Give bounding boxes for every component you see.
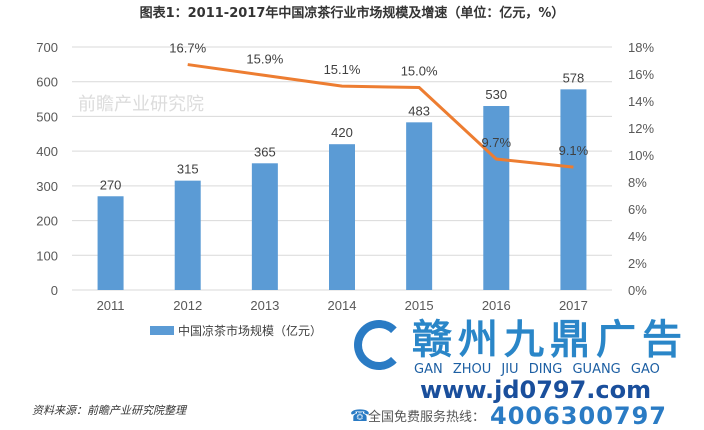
right-tick-label: 4% [628, 229, 647, 244]
right-tick-label: 8% [628, 175, 647, 190]
line-label: 15.0% [401, 64, 438, 79]
ad-phone: 4006300797 [490, 402, 667, 430]
ad-logo-icon [354, 320, 404, 370]
left-tick-label: 400 [36, 144, 58, 159]
ad-name: 赣州九鼎广告 [412, 317, 688, 363]
right-tick-label: 14% [628, 94, 654, 109]
x-tick-label: 2011 [97, 298, 125, 313]
bar-label: 270 [100, 177, 122, 192]
right-tick-label: 16% [628, 67, 654, 82]
left-tick-label: 300 [36, 179, 58, 194]
legend-swatch-bar [150, 326, 174, 335]
left-tick-label: 200 [36, 214, 58, 229]
right-tick-label: 6% [628, 202, 647, 217]
left-tick-label: 0 [51, 283, 58, 298]
ad-overlay: 赣州九鼎广告 GAN ZHOU JIU DING GUANG GAO www.j… [350, 318, 704, 428]
source-note: 资料来源：前瞻产业研究院整理 [32, 404, 186, 417]
line-label: 9.7% [481, 135, 511, 150]
left-tick-label: 600 [36, 75, 58, 90]
bar [329, 144, 355, 290]
right-tick-label: 0% [628, 283, 647, 298]
line-label: 9.1% [559, 143, 589, 158]
ad-phone-label: 全国免费服务热线： [368, 410, 486, 425]
x-tick-label: 2015 [405, 298, 434, 313]
chart-title: 图表1：2011-2017年中国凉茶行业市场规模及增速（单位：亿元，%） [139, 6, 565, 21]
bar [406, 122, 433, 290]
bar-label: 530 [485, 87, 507, 102]
bar-label: 315 [177, 162, 199, 177]
ad-pinyin: GAN ZHOU JIU DING GUANG GAO [414, 362, 660, 377]
bar [483, 106, 510, 290]
bar [174, 180, 201, 290]
x-tick-label: 2014 [328, 298, 357, 313]
left-tick-label: 700 [36, 40, 58, 55]
x-tick-label: 2016 [482, 298, 511, 313]
legend-label-bar: 中国凉茶市场规模（亿元） [178, 323, 322, 338]
bar-label: 420 [331, 125, 353, 140]
ad-url: www.jd0797.com [420, 376, 652, 404]
line-label: 15.1% [324, 62, 361, 77]
bar-label: 483 [408, 103, 430, 118]
x-tick-label: 2012 [173, 298, 202, 313]
bar [97, 196, 124, 290]
bar-label: 365 [254, 144, 276, 159]
left-tick-label: 500 [36, 109, 58, 124]
right-tick-label: 10% [628, 148, 654, 163]
left-tick-label: 100 [36, 248, 58, 263]
bar-label: 578 [563, 70, 585, 85]
right-tick-label: 18% [628, 40, 654, 55]
line-label: 16.7% [169, 41, 206, 56]
growth-line [187, 63, 574, 169]
x-tick-label: 2017 [559, 298, 588, 313]
watermark: 前瞻产业研究院 [78, 94, 204, 114]
x-tick-label: 2013 [250, 298, 279, 313]
right-tick-label: 12% [628, 121, 654, 136]
bar [251, 163, 278, 290]
bar [560, 89, 587, 290]
line-label: 15.9% [246, 51, 283, 66]
phone-icon: ☎ [350, 406, 370, 425]
right-tick-label: 2% [628, 256, 647, 271]
